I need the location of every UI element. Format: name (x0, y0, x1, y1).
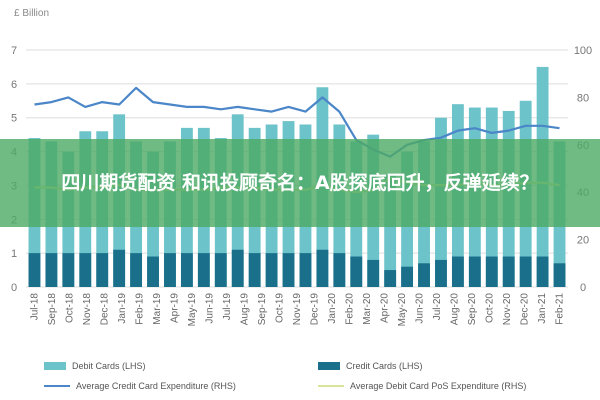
bar-credit-cards (214, 253, 227, 287)
bar-credit-cards (248, 253, 261, 287)
x-tick-label: Aug-19 (240, 293, 251, 326)
bar-credit-cards (384, 270, 397, 287)
bar-credit-cards (180, 253, 193, 287)
legend-label: Debit Cards (LHS) (72, 361, 146, 371)
y-axis-unit-label: £ Billion (14, 8, 50, 19)
legend-label: Average Credit Card Expenditure (RHS) (76, 381, 236, 391)
legend-swatch-avg-debit (318, 385, 344, 387)
bar-credit-cards (164, 253, 176, 287)
y-right-tick-label: 0 (580, 282, 586, 294)
x-tick-label: Jan-21 (537, 293, 548, 324)
x-tick-label: Feb-21 (554, 293, 565, 325)
bar-credit-cards (519, 256, 532, 287)
x-tick-label: Feb-19 (135, 293, 146, 325)
bar-credit-cards (451, 256, 464, 287)
x-tick-label: May-19 (187, 293, 198, 327)
bar-credit-cards (147, 256, 159, 287)
bar-credit-cards (350, 256, 363, 287)
bar-credit-cards (316, 249, 329, 287)
bar-credit-cards (130, 253, 143, 287)
bar-credit-cards (96, 253, 109, 287)
bar-credit-cards (367, 259, 380, 287)
bar-credit-cards (553, 263, 566, 287)
x-tick-label: Nov-20 (502, 293, 513, 326)
x-tick-label: Jul-18 (30, 293, 41, 321)
y-left-tick-label: 7 (11, 45, 17, 57)
x-tick-label: Dec-19 (309, 293, 320, 326)
legend-label: Average Debit Card PoS Expenditure (RHS) (350, 381, 527, 391)
x-tick-label: Oct-19 (275, 293, 286, 323)
legend-label: Credit Cards (LHS) (346, 361, 423, 371)
y-right-tick-label: 20 (577, 235, 589, 247)
x-tick-label: Dec-20 (519, 293, 530, 326)
x-tick-label: Mar-19 (152, 293, 163, 325)
bar-credit-cards (28, 253, 41, 287)
x-tick-label: Oct-20 (484, 293, 495, 323)
bar-credit-cards (299, 253, 312, 287)
y-left-tick-label: 6 (11, 79, 17, 91)
x-tick-label: Sep-20 (467, 293, 478, 326)
bar-credit-cards (435, 259, 447, 287)
y-left-tick-label: 1 (11, 248, 17, 260)
legend-item-avg-debit: Average Debit Card PoS Expenditure (RHS) (318, 381, 526, 391)
x-tick-label: Nov-18 (82, 293, 93, 326)
bar-credit-cards (231, 249, 244, 287)
legend-swatch-avg-credit (44, 385, 70, 387)
y-right-tick-label: 100 (574, 45, 592, 57)
x-tick-label: Jul-20 (432, 293, 443, 321)
x-tick-label: Aug-20 (449, 293, 460, 326)
bar-credit-cards (197, 253, 210, 287)
x-tick-label: Sep-19 (257, 293, 268, 326)
x-tick-label: Jun-20 (414, 293, 425, 324)
bar-credit-cards (401, 266, 414, 287)
line-avg-credit-card-expenditure (34, 86, 560, 158)
legend-swatch-credit (318, 362, 340, 370)
x-tick-label: Sep-18 (47, 293, 58, 326)
x-tick-label: Jul-19 (222, 293, 233, 321)
bar-credit-cards (536, 256, 549, 287)
y-right-tick-label: 80 (577, 92, 589, 104)
legend: Debit Cards (LHS) Credit Cards (LHS) Ave… (0, 356, 600, 400)
bar-credit-cards (62, 253, 75, 287)
bar-credit-cards (333, 253, 346, 287)
x-tick-label: Apr-19 (170, 293, 181, 323)
banner-text: 四川期货配资 和讯投顾奇名：A股探底回升，反弹延续？ (61, 172, 539, 194)
x-tick-label: May-20 (397, 293, 408, 327)
x-tick-labels: Jul-18 Sep-18 Oct-18 Nov-18 Dec-18 Jan-19 Feb-… (30, 293, 566, 327)
legend-item-debit-cards: Debit Cards (LHS) (44, 361, 146, 371)
x-tick-label: Mar-20 (362, 293, 373, 325)
x-tick-label: Feb-20 (344, 293, 355, 325)
y-left-tick-label: 5 (11, 113, 17, 125)
bar-credit-cards (265, 253, 278, 287)
x-tick-label: Apr-20 (379, 293, 390, 323)
legend-swatch-debit (44, 362, 66, 370)
x-tick-label: Jun-19 (205, 293, 216, 324)
legend-item-avg-credit: Average Credit Card Expenditure (RHS) (44, 381, 236, 391)
bar-credit-cards (418, 263, 430, 287)
overlay-banner: 四川期货配资 和讯投顾奇名：A股探底回升，反弹延续？ (0, 139, 600, 227)
bar-credit-cards (485, 256, 498, 287)
x-tick-label: Dec-18 (100, 293, 111, 326)
x-tick-label: Jan-20 (327, 293, 338, 324)
bar-credit-cards (45, 253, 58, 287)
x-tick-label: Nov-19 (292, 293, 303, 326)
y-left-tick-label: 0 (11, 282, 17, 294)
bar-credit-cards (468, 256, 481, 287)
bar-debit-cards (384, 175, 397, 287)
x-tick-label: Jan-19 (117, 293, 128, 324)
bar-credit-cards (79, 253, 92, 287)
legend-item-credit-cards: Credit Cards (LHS) (318, 361, 423, 371)
bar-credit-cards (113, 249, 126, 287)
bar-credit-cards (282, 253, 295, 287)
bar-credit-cards (502, 256, 515, 287)
x-tick-label: Oct-18 (65, 293, 76, 323)
